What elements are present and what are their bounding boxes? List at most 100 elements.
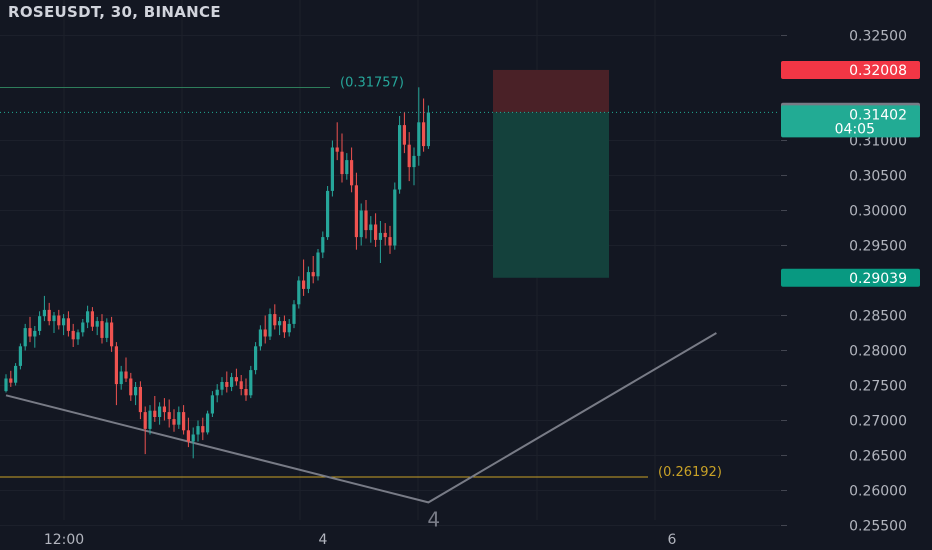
candle <box>210 391 214 417</box>
candle-body <box>28 328 32 337</box>
candle <box>47 302 51 326</box>
candle-body <box>172 419 176 425</box>
candle <box>90 307 94 331</box>
candle <box>350 147 354 193</box>
candle <box>249 365 253 399</box>
candle <box>14 363 18 386</box>
candle <box>134 382 138 406</box>
current-price-label: 0.31402 <box>849 107 907 123</box>
candle-body <box>71 330 75 340</box>
candle <box>412 147 416 186</box>
price-tick-label: 0.28000 <box>849 344 907 360</box>
candle <box>335 122 339 161</box>
candle <box>143 406 147 455</box>
price-tick-label: 0.29500 <box>849 239 907 255</box>
candle <box>4 374 8 393</box>
stop-loss-zone[interactable] <box>493 69 609 113</box>
candle <box>66 311 70 337</box>
candle <box>340 133 344 183</box>
time-axis[interactable]: 12:00 4 6 <box>44 532 677 548</box>
candle-body <box>100 321 104 338</box>
candle-body <box>230 377 234 387</box>
candle <box>52 312 56 333</box>
candle-body <box>196 426 200 435</box>
candle <box>105 318 109 343</box>
candle-body <box>201 426 205 433</box>
candle-body <box>90 311 94 327</box>
candle-body <box>81 322 85 333</box>
candle <box>254 342 258 375</box>
candle-body <box>254 346 258 371</box>
candle-body <box>158 406 162 417</box>
candle-body <box>42 309 46 317</box>
candle <box>244 378 248 401</box>
candle-body <box>330 147 334 191</box>
candle-body <box>326 190 330 238</box>
candle-body <box>263 329 267 337</box>
candle <box>182 405 186 435</box>
candle-body <box>105 322 109 338</box>
take-profit-zone[interactable] <box>493 112 609 278</box>
target-price-label: 0.29039 <box>849 271 907 287</box>
candle <box>378 221 382 263</box>
candle <box>402 112 406 154</box>
candle-body <box>76 332 80 340</box>
candle-body <box>177 412 181 425</box>
candle <box>153 396 157 422</box>
candle-body <box>268 314 272 337</box>
candle <box>167 399 171 428</box>
candle <box>398 116 402 194</box>
candle <box>282 315 286 338</box>
candle <box>28 316 32 343</box>
price-tick-label: 0.26500 <box>849 449 907 465</box>
candle-body <box>18 346 22 366</box>
candle-body <box>398 125 402 190</box>
candle <box>407 132 411 182</box>
candle-body <box>23 328 27 347</box>
position-zones <box>493 69 609 278</box>
candle <box>225 371 229 393</box>
candle-body <box>186 430 190 442</box>
candle <box>383 223 387 246</box>
candle <box>71 323 75 347</box>
candle-body <box>33 330 37 337</box>
candle-body <box>124 371 128 379</box>
price-tick-label: 0.28500 <box>849 309 907 325</box>
candle-body <box>119 371 123 385</box>
candle-body <box>249 370 253 396</box>
wave-trendline[interactable] <box>5 332 717 504</box>
candle-body <box>182 412 186 431</box>
candle <box>311 256 315 284</box>
candle-body <box>167 412 171 420</box>
price-tick-label: 0.31000 <box>849 134 907 150</box>
candle <box>230 372 234 392</box>
candle <box>95 316 99 336</box>
candle <box>292 300 296 329</box>
candle-body <box>38 316 42 331</box>
candle <box>422 98 426 152</box>
candle-body <box>273 314 277 326</box>
candle <box>148 405 152 435</box>
candle-body <box>47 309 51 322</box>
candle-body <box>206 413 210 433</box>
resistance-label: (0.31757) <box>340 76 404 91</box>
chart-grid <box>0 0 780 526</box>
candle <box>393 182 397 250</box>
candle <box>206 410 210 435</box>
candle-body <box>225 382 229 387</box>
candle-body <box>407 144 411 168</box>
candle-body <box>278 321 282 326</box>
candle-body <box>191 434 195 442</box>
candle <box>201 417 205 441</box>
candle <box>100 314 104 344</box>
candle <box>76 329 80 345</box>
trendline[interactable]: 4 <box>5 332 717 531</box>
candle <box>302 259 306 296</box>
candle <box>234 368 238 386</box>
candle <box>196 420 200 442</box>
candle <box>177 406 181 429</box>
current-price-label-box <box>781 105 920 138</box>
candle-body <box>110 322 114 347</box>
candle-body <box>210 395 214 414</box>
